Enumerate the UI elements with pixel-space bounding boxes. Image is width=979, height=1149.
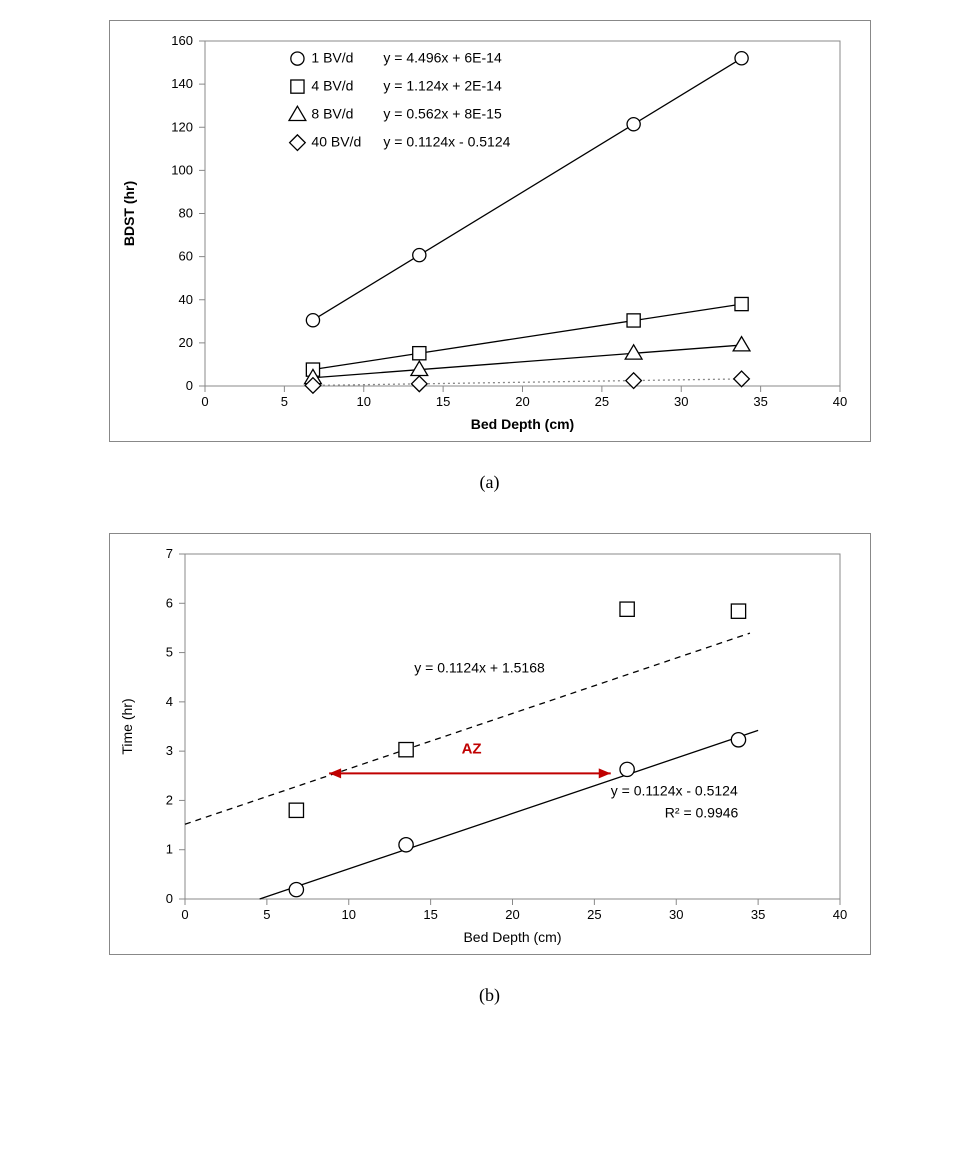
chart-a-container: 0 5 10 15 20 25 30 35 40 0 20 40 60 80 100 120 140 160 Bed… [109, 20, 871, 442]
svg-text:7: 7 [165, 546, 172, 561]
svg-text:20: 20 [505, 907, 519, 922]
svg-text:40: 40 [178, 292, 192, 307]
svg-text:30: 30 [674, 394, 688, 409]
svg-text:30: 30 [669, 907, 683, 922]
svg-text:4 BV/d: 4 BV/d [311, 78, 353, 94]
svg-text:60: 60 [178, 249, 192, 264]
svg-text:20: 20 [515, 394, 529, 409]
svg-text:15: 15 [435, 394, 449, 409]
svg-text:40: 40 [832, 394, 846, 409]
svg-text:2: 2 [165, 792, 172, 807]
svg-text:y = 0.1124x - 0.5124: y = 0.1124x - 0.5124 [610, 783, 737, 799]
svg-text:4: 4 [165, 694, 172, 709]
chart-a-svg: 0 5 10 15 20 25 30 35 40 0 20 40 60 80 100 120 140 160 Bed… [110, 21, 870, 441]
svg-text:BDST (hr): BDST (hr) [121, 181, 137, 246]
svg-text:160: 160 [171, 33, 193, 48]
svg-text:y = 1.124x + 2E-14: y = 1.124x + 2E-14 [383, 78, 502, 94]
svg-text:y = 0.1124x - 0.5124: y = 0.1124x - 0.5124 [383, 134, 510, 150]
caption-a: (a) [480, 472, 500, 493]
caption-b: (b) [479, 985, 500, 1006]
svg-text:0: 0 [165, 891, 172, 906]
chart-b-container: 0 5 10 15 20 25 30 35 40 0 1 2 3 4 5 6 7 Bed Depth (cm) Ti… [109, 533, 871, 955]
svg-text:5: 5 [280, 394, 287, 409]
svg-text:1: 1 [165, 842, 172, 857]
svg-text:1 BV/d: 1 BV/d [311, 50, 353, 66]
svg-text:y = 4.496x + 6E-14: y = 4.496x + 6E-14 [383, 50, 502, 66]
svg-text:40 BV/d: 40 BV/d [311, 134, 361, 150]
svg-text:8 BV/d: 8 BV/d [311, 106, 353, 122]
svg-text:0: 0 [181, 907, 188, 922]
svg-text:100: 100 [171, 162, 193, 177]
svg-text:120: 120 [171, 119, 193, 134]
chart-b-svg: 0 5 10 15 20 25 30 35 40 0 1 2 3 4 5 6 7 Bed Depth (cm) Ti… [110, 534, 870, 954]
svg-text:R² = 0.9946: R² = 0.9946 [664, 805, 738, 821]
svg-text:0: 0 [201, 394, 208, 409]
svg-text:Bed Depth (cm): Bed Depth (cm) [470, 416, 573, 432]
svg-text:80: 80 [178, 206, 192, 221]
svg-text:y = 0.1124x + 1.5168: y = 0.1124x + 1.5168 [414, 659, 545, 675]
svg-text:5: 5 [263, 907, 270, 922]
svg-text:35: 35 [750, 907, 764, 922]
svg-text:20: 20 [178, 335, 192, 350]
svg-text:AZ: AZ [461, 741, 481, 758]
svg-text:10: 10 [356, 394, 370, 409]
svg-text:6: 6 [165, 595, 172, 610]
svg-text:10: 10 [341, 907, 355, 922]
svg-text:35: 35 [753, 394, 767, 409]
svg-text:140: 140 [171, 76, 193, 91]
svg-text:5: 5 [165, 645, 172, 660]
svg-text:15: 15 [423, 907, 437, 922]
svg-text:Bed Depth (cm): Bed Depth (cm) [463, 929, 561, 945]
svg-text:25: 25 [594, 394, 608, 409]
svg-text:3: 3 [165, 743, 172, 758]
svg-text:40: 40 [832, 907, 846, 922]
svg-text:0: 0 [185, 378, 192, 393]
svg-text:y = 0.562x + 8E-15: y = 0.562x + 8E-15 [383, 106, 502, 122]
svg-text:Time (hr): Time (hr) [119, 698, 135, 754]
svg-text:25: 25 [587, 907, 601, 922]
